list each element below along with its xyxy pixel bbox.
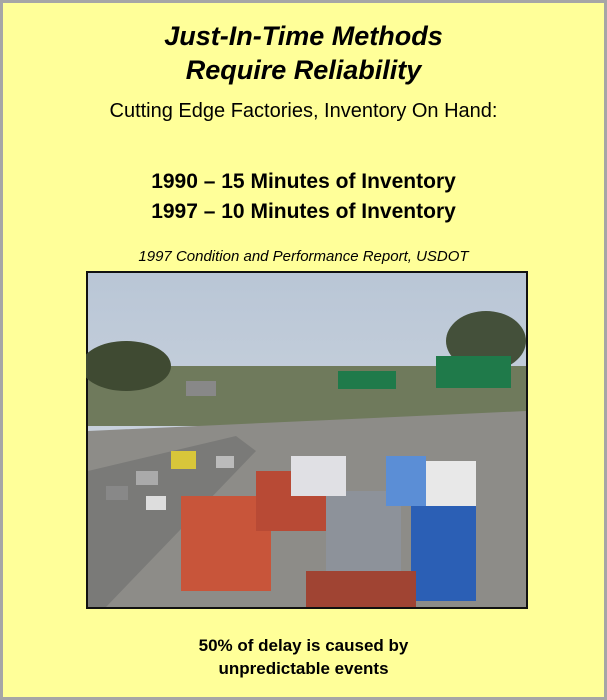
fact: 1997 – 10 Minutes of Inventory	[3, 200, 604, 224]
fact: 1990 – 15 Minutes of Inventory	[3, 170, 604, 194]
caption-line: 50% of delay is caused by	[3, 636, 604, 656]
title-line: Just-In-Time Methods	[3, 21, 604, 52]
title-line: Require Reliability	[3, 55, 604, 86]
traffic-photo	[86, 271, 528, 609]
caption-line: unpredictable events	[3, 659, 604, 679]
slide: Just-In-Time Methods Require Reliability…	[0, 0, 607, 700]
source: 1997 Condition and Performance Report, U…	[3, 248, 604, 265]
subtitle: Cutting Edge Factories, Inventory On Han…	[3, 100, 604, 123]
